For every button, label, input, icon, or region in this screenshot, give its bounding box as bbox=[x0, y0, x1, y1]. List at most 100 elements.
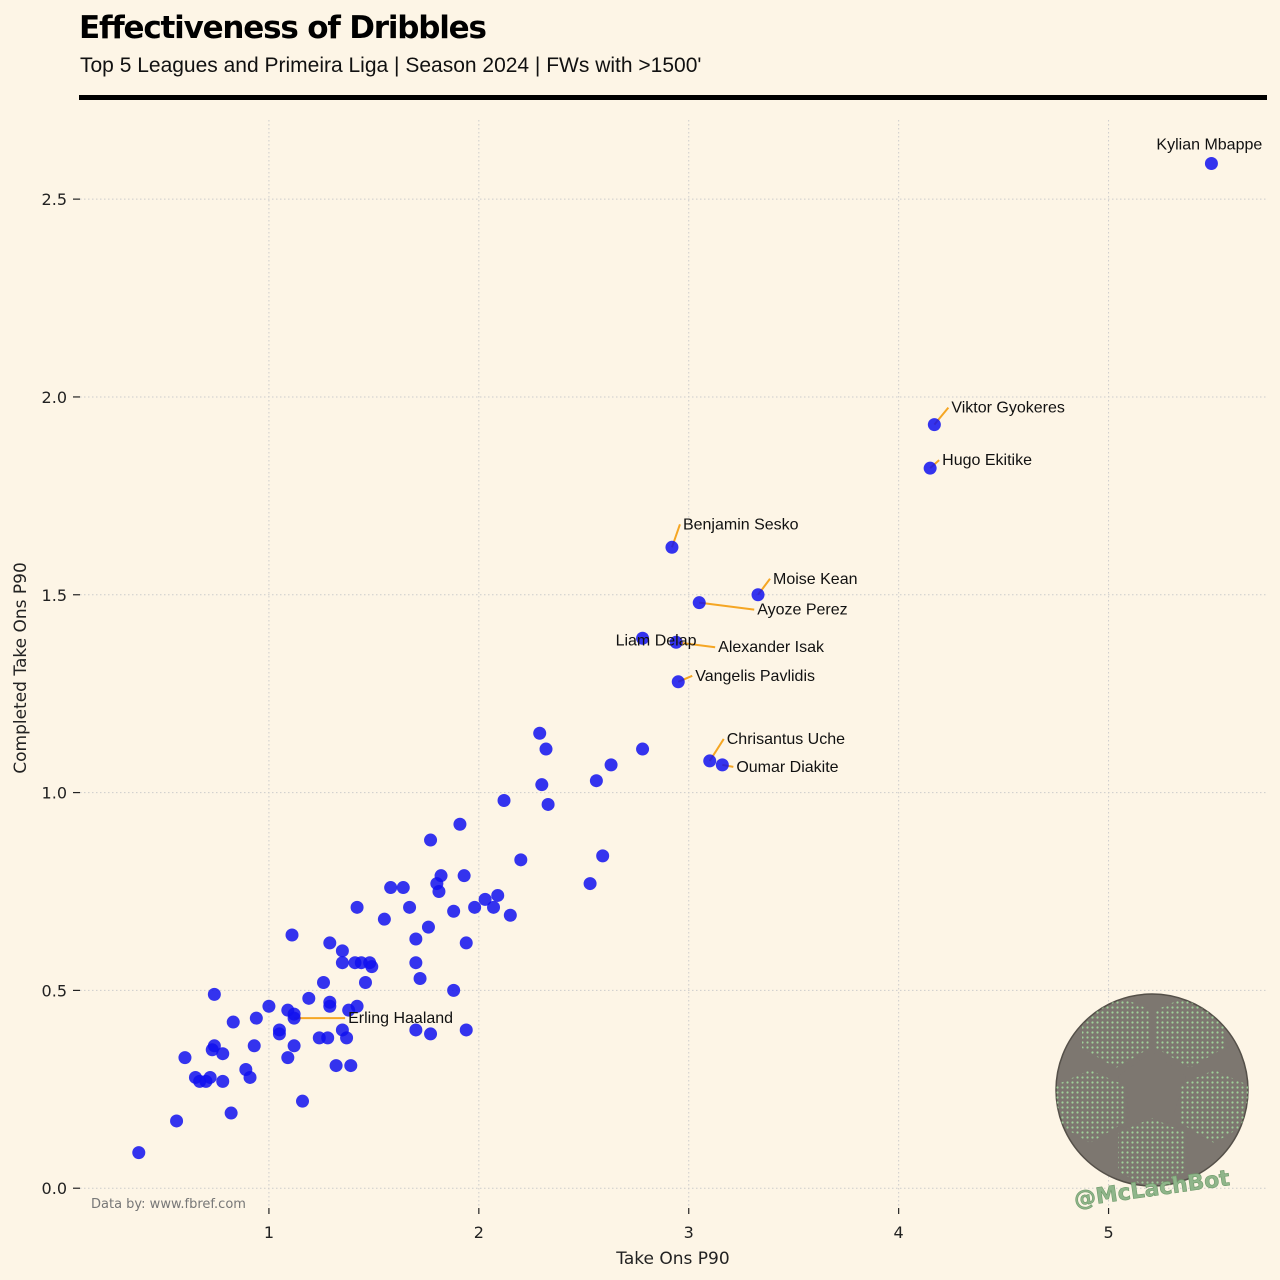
labeled-data-point bbox=[715, 758, 729, 772]
data-point bbox=[459, 936, 473, 950]
data-point bbox=[281, 1051, 295, 1065]
data-point bbox=[350, 900, 364, 914]
data-point bbox=[178, 1051, 192, 1065]
data-point bbox=[377, 912, 391, 926]
point-label: Vangelis Pavlidis bbox=[695, 668, 815, 685]
y-tick-label: 2.5 bbox=[42, 190, 67, 209]
x-axis-label: Take Ons P90 bbox=[615, 1249, 729, 1269]
data-point bbox=[350, 999, 364, 1013]
point-label: Ayoze Perez bbox=[757, 602, 847, 619]
data-point bbox=[207, 1039, 221, 1053]
x-tick-label: 2 bbox=[474, 1223, 484, 1242]
labeled-data-point bbox=[692, 596, 706, 610]
data-point bbox=[503, 908, 517, 922]
data-point bbox=[457, 869, 471, 883]
chart-title: Effectiveness of Dribbles bbox=[79, 10, 487, 46]
data-point bbox=[365, 960, 379, 974]
data-point bbox=[340, 1031, 354, 1045]
data-point bbox=[491, 888, 505, 902]
point-label: Moise Kean bbox=[773, 571, 858, 588]
data-point bbox=[287, 1039, 301, 1053]
data-point bbox=[539, 742, 553, 756]
y-tick-label: 2.0 bbox=[42, 388, 67, 407]
data-point bbox=[335, 956, 349, 970]
axes: 1 2 3 4 5 0.0 0.5 1.0 1.5 2.0 2.5 Take Ons P90 Compl… bbox=[11, 190, 1114, 1269]
data-point bbox=[424, 1027, 438, 1041]
data-point bbox=[468, 900, 482, 914]
point-label: Benjamin Sesko bbox=[683, 516, 799, 533]
point-label: Erling Haaland bbox=[348, 1010, 453, 1027]
football-logo-icon: @McLachBot bbox=[1055, 993, 1249, 1213]
data-point bbox=[335, 944, 349, 958]
data-point bbox=[604, 758, 618, 772]
grid bbox=[80, 120, 1266, 1208]
data-point bbox=[541, 797, 555, 811]
x-tick-label: 5 bbox=[1103, 1223, 1113, 1242]
data-point bbox=[132, 1146, 146, 1160]
data-point bbox=[514, 853, 528, 867]
labeled-data-point bbox=[665, 540, 679, 554]
data-point bbox=[589, 774, 603, 788]
data-point bbox=[384, 881, 398, 895]
data-point bbox=[329, 1059, 343, 1073]
data-points bbox=[132, 157, 1218, 1160]
data-point bbox=[203, 1070, 217, 1084]
chart-subtitle: Top 5 Leagues and Primeira Liga | Season… bbox=[80, 54, 702, 77]
labeled-data-point bbox=[671, 675, 685, 689]
data-point bbox=[323, 936, 337, 950]
point-label: Kylian Mbappe bbox=[1156, 137, 1262, 154]
title-divider bbox=[79, 95, 1267, 100]
data-point bbox=[409, 932, 423, 946]
data-point bbox=[243, 1070, 257, 1084]
data-point bbox=[396, 881, 410, 895]
data-point bbox=[447, 904, 461, 918]
data-point bbox=[323, 995, 337, 1009]
data-point bbox=[316, 975, 330, 989]
data-point bbox=[453, 817, 467, 831]
point-label: Hugo Ekitike bbox=[942, 452, 1032, 469]
data-point bbox=[459, 1023, 473, 1037]
data-point bbox=[409, 1023, 423, 1037]
data-point bbox=[447, 983, 461, 997]
data-point bbox=[344, 1059, 358, 1073]
labeled-data-point bbox=[751, 588, 765, 602]
leader-line bbox=[699, 601, 755, 611]
labeled-data-point bbox=[703, 754, 717, 768]
data-point bbox=[247, 1039, 261, 1053]
y-tick-label: 0.0 bbox=[42, 1179, 67, 1198]
data-point bbox=[207, 987, 221, 1001]
data-point bbox=[321, 1031, 335, 1045]
data-point bbox=[358, 975, 372, 989]
labeled-data-point bbox=[636, 631, 650, 645]
y-axis-label: Completed Take Ons P90 bbox=[11, 562, 31, 774]
data-point bbox=[596, 849, 610, 863]
point-label: Liam Delap bbox=[616, 632, 697, 649]
data-point bbox=[421, 920, 435, 934]
point-labels: Kylian Mbappe Viktor Gyokeres Hugo Ekitike… bbox=[348, 137, 1262, 1028]
data-point bbox=[535, 778, 549, 792]
data-point bbox=[434, 869, 448, 883]
data-point bbox=[216, 1074, 230, 1088]
labeled-data-point bbox=[927, 418, 941, 432]
leader-line bbox=[676, 641, 716, 649]
y-tick-label: 0.5 bbox=[42, 981, 67, 1000]
labeled-data-point bbox=[1204, 157, 1218, 171]
point-label: Alexander Isak bbox=[718, 639, 825, 656]
data-point bbox=[285, 928, 299, 942]
data-point bbox=[409, 956, 423, 970]
data-point bbox=[497, 793, 511, 807]
point-label: Oumar Diakite bbox=[736, 759, 838, 776]
labeled-data-point bbox=[669, 635, 683, 649]
data-point bbox=[249, 1011, 263, 1025]
data-point bbox=[170, 1114, 184, 1128]
data-point bbox=[424, 833, 438, 847]
data-point bbox=[226, 1015, 240, 1029]
x-tick-label: 1 bbox=[264, 1223, 274, 1242]
data-point bbox=[478, 892, 492, 906]
y-tick-label: 1.5 bbox=[42, 586, 67, 605]
x-tick-label: 3 bbox=[684, 1223, 694, 1242]
data-point bbox=[262, 999, 276, 1013]
data-point bbox=[224, 1106, 238, 1120]
source-note: Data by: www.fbref.com bbox=[91, 1197, 246, 1212]
